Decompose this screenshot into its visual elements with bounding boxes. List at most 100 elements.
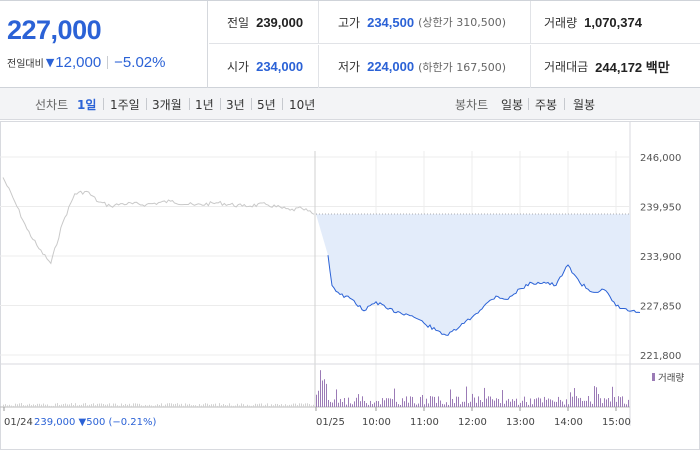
- volume-bar: [574, 388, 575, 407]
- volume-bar: [536, 398, 537, 407]
- volume-bar: [324, 379, 325, 407]
- volume-bar: [582, 401, 583, 407]
- volume-bar: [486, 398, 487, 407]
- volume-bar: [590, 401, 591, 407]
- volume-bar: [344, 398, 345, 407]
- volume-bar: [173, 404, 174, 407]
- y-tick-label: 246,000: [640, 153, 681, 164]
- volume-bar: [145, 404, 146, 407]
- volume-bar: [556, 401, 557, 407]
- volume-bar: [39, 403, 40, 407]
- volume-bar: [538, 397, 539, 407]
- period-3m-tab[interactable]: 3개월: [152, 98, 182, 112]
- volume-bar: [596, 387, 597, 407]
- volume-bar: [75, 403, 76, 407]
- volume-bar: [299, 403, 300, 407]
- volume-bar: [301, 403, 302, 407]
- volume-bar: [55, 403, 56, 407]
- volume-bar: [354, 401, 355, 407]
- volume-bar: [215, 403, 216, 407]
- volume-bar: [203, 404, 204, 407]
- volume-bar: [277, 403, 278, 407]
- volume-bar: [348, 397, 349, 407]
- volume-bar: [219, 403, 220, 407]
- period-3y-tab[interactable]: 3년: [226, 98, 245, 112]
- volume-bar: [7, 405, 8, 407]
- volume-bar: [205, 403, 206, 407]
- volume-bar: [27, 404, 28, 407]
- volume-bar: [69, 404, 70, 407]
- volume-bar: [257, 404, 258, 407]
- volume-bar: [346, 404, 347, 407]
- price-summary: 227,000 전일대비 ▼ 12,000 −5.02%: [0, 1, 208, 88]
- volume-bar: [534, 399, 535, 407]
- volume-bar: [618, 396, 619, 407]
- volume-bar: [273, 405, 274, 407]
- volume-bar: [19, 403, 20, 407]
- volume-bar: [388, 398, 389, 407]
- volume-bar: [193, 405, 194, 407]
- price-chart[interactable]: 246,000 239,950 233,900 227,850 221,800 거래량 01…: [0, 121, 700, 450]
- volume-bar: [151, 405, 152, 407]
- volume-bar: [155, 405, 156, 407]
- volume-bar: [592, 403, 593, 407]
- volume-bar: [143, 405, 144, 407]
- volume-bar: [446, 402, 447, 407]
- volume-bar: [41, 404, 42, 407]
- volume-bar: [470, 401, 471, 407]
- period-1d-tab[interactable]: 1일: [77, 98, 97, 112]
- volume-bar: [588, 396, 589, 407]
- period-1w-tab[interactable]: 1주일: [110, 98, 140, 112]
- period-5y-tab[interactable]: 5년: [257, 98, 276, 112]
- volume-bar: [452, 398, 453, 407]
- volume-bar: [356, 397, 357, 407]
- period-10y-tab[interactable]: 10년: [289, 98, 316, 112]
- low-label: 저가: [338, 60, 361, 74]
- volume-bar: [316, 394, 317, 407]
- candle-daily-tab[interactable]: 일봉: [501, 98, 524, 112]
- open-label: 시가: [227, 60, 250, 74]
- volume-bar: [123, 405, 124, 407]
- volume-bar: [602, 403, 603, 407]
- volume-bar: [514, 400, 515, 407]
- candle-monthly-tab[interactable]: 월봉: [573, 98, 596, 112]
- volume-value: 1,070,374: [584, 14, 642, 30]
- volume-bar: [568, 404, 569, 407]
- volume-bar: [271, 404, 272, 407]
- chart-axis-labels: 246,000 239,950 233,900 227,850 221,800 거래량 01…: [4, 153, 684, 428]
- volume-bar: [604, 398, 605, 407]
- volume-bar: [91, 404, 92, 407]
- volume-bar: [225, 405, 226, 407]
- volume-bar: [364, 400, 365, 407]
- volume-bar: [532, 404, 533, 407]
- period-1y-tab[interactable]: 1년: [195, 98, 214, 112]
- volume-bar: [191, 405, 192, 407]
- volume-bar: [295, 403, 296, 407]
- current-price: 227,000: [7, 15, 102, 45]
- prev-close-label: 전일: [227, 15, 250, 30]
- volume-bar: [199, 404, 200, 407]
- volume-bar: [245, 405, 246, 407]
- candle-weekly-tab[interactable]: 주봉: [535, 98, 558, 112]
- volume-bar: [289, 404, 290, 407]
- volume-bar: [396, 401, 397, 407]
- x-tick-label: 01/24: [4, 417, 33, 428]
- volume-bar: [83, 403, 84, 407]
- volume-bar: [85, 403, 86, 407]
- volume-bar: [398, 404, 399, 407]
- volume-bar: [113, 403, 114, 407]
- volume-bar: [73, 404, 74, 407]
- volume-bar: [241, 403, 242, 407]
- volume-bar: [275, 403, 276, 407]
- volume-bar: [5, 404, 6, 407]
- volume-bar: [137, 403, 138, 407]
- volume-bar: [552, 400, 553, 407]
- volume-bar: [510, 401, 511, 407]
- chart-lines: [2, 177, 641, 336]
- y-tick-label: 227,850: [640, 302, 681, 313]
- volume-bar: [147, 405, 148, 407]
- volume-bar: [235, 405, 236, 407]
- volume-bar: [612, 386, 613, 407]
- volume-bar: [181, 403, 182, 407]
- volume-bar: [25, 405, 26, 407]
